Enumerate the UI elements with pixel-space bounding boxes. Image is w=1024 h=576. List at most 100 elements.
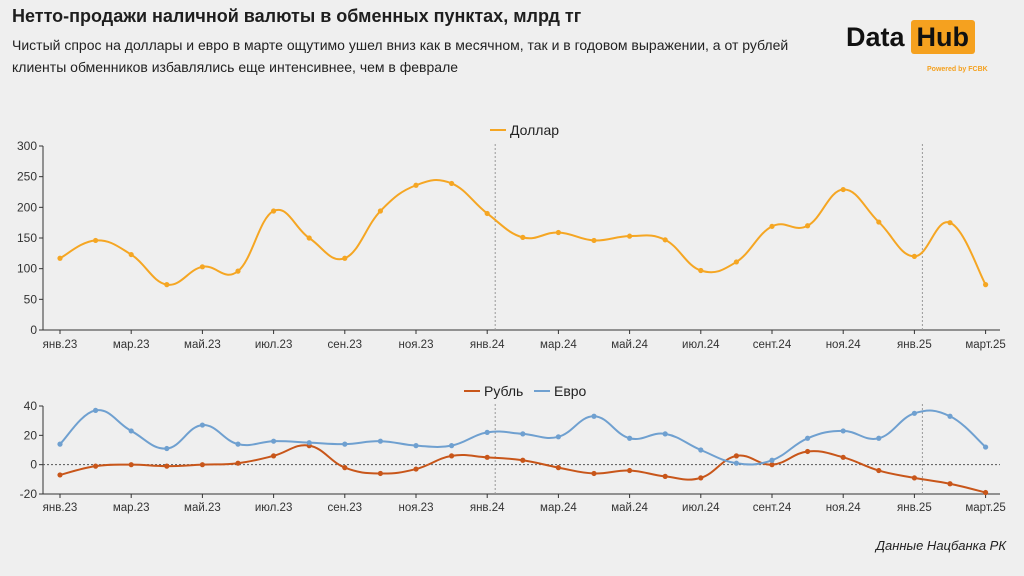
data-point: [769, 462, 775, 468]
data-point: [199, 422, 205, 428]
data-point: [377, 208, 383, 214]
data-point: [93, 407, 99, 413]
legend-label: Рубль: [484, 383, 523, 399]
data-point: [377, 438, 383, 444]
data-point: [662, 431, 668, 437]
series-line-Доллар: [59, 179, 987, 286]
data-point: [128, 251, 134, 258]
data-point: [662, 237, 668, 243]
data-point: [947, 220, 953, 226]
data-point: [840, 186, 846, 193]
data-point: [911, 253, 918, 259]
data-point: [306, 235, 312, 241]
data-point: [93, 463, 99, 469]
data-point: [520, 234, 526, 240]
series-line-Евро: [59, 409, 987, 466]
data-point: [911, 410, 918, 416]
series-line-Рубль: [59, 444, 986, 494]
data-point: [484, 210, 490, 217]
data-point: [733, 453, 740, 459]
data-point: [769, 457, 775, 463]
y-tick-label: 100: [17, 262, 37, 276]
data-point: [805, 223, 811, 229]
data-point: [840, 454, 846, 460]
data-point: [733, 259, 740, 265]
x-tick-label: сент.24: [753, 339, 792, 351]
data-point: [876, 467, 882, 474]
data-point: [769, 223, 775, 229]
y-tick-label: 200: [17, 200, 37, 214]
data-point: [627, 467, 633, 474]
x-tick-label: мар.23: [113, 339, 150, 351]
data-point: [876, 219, 882, 225]
data-point: [698, 447, 704, 453]
x-tick-label: янв.23: [43, 339, 78, 351]
y-tick-label: 40: [24, 399, 38, 413]
x-tick-label: сент.24: [753, 502, 792, 514]
x-tick-label: ноя.23: [399, 339, 434, 351]
data-point: [235, 268, 241, 274]
data-point: [271, 208, 277, 214]
x-tick-label: янв.24: [470, 339, 505, 351]
x-tick-label: март.25: [965, 502, 1005, 514]
data-point: [520, 457, 526, 463]
data-point: [449, 180, 455, 187]
y-tick-label: 50: [24, 292, 38, 306]
data-point: [805, 435, 811, 441]
data-point: [983, 282, 989, 288]
datahub-logo: Data Hub: [846, 20, 976, 54]
y-tick-label: 0: [30, 458, 37, 472]
data-point: [733, 460, 740, 466]
x-tick-label: июл.24: [682, 502, 720, 514]
data-point: [840, 428, 846, 434]
data-point: [57, 441, 63, 447]
chart-1: 0 50 100 150 200 250 300 янв.23 мар.23 май.23 июл.…: [17, 122, 1006, 351]
legend-label: Евро: [554, 383, 587, 399]
chart-2: -20 0 20 40 янв.23 мар.23 май.23 июл.23 сен.23 но…: [20, 383, 1006, 514]
x-tick-label: ноя.23: [399, 502, 434, 514]
data-point: [591, 413, 597, 419]
data-point: [911, 475, 918, 481]
data-point: [57, 255, 63, 261]
logo-text-data: Data: [846, 21, 905, 52]
data-point: [271, 453, 277, 459]
data-point: [342, 255, 348, 261]
logo-tagline: Powered by FCBK: [927, 66, 988, 73]
data-point: [484, 429, 490, 435]
y-tick-label: 0: [30, 323, 37, 337]
data-point: [235, 441, 241, 447]
data-point: [199, 462, 205, 468]
data-point: [805, 448, 811, 455]
data-point: [698, 267, 704, 274]
data-point: [876, 435, 882, 441]
data-point: [128, 462, 134, 468]
x-tick-label: март.25: [965, 339, 1005, 351]
x-tick-label: май.24: [611, 502, 648, 514]
logo-text-hub: Hub: [910, 20, 976, 54]
x-tick-label: янв.23: [43, 502, 78, 514]
data-point: [57, 472, 63, 478]
x-tick-label: май.23: [184, 502, 221, 514]
data-point: [128, 428, 134, 434]
data-point: [342, 441, 348, 447]
x-tick-label: сен.23: [328, 502, 362, 514]
data-point: [627, 233, 633, 239]
x-tick-label: май.24: [611, 339, 648, 351]
data-point: [983, 489, 989, 496]
data-point: [199, 264, 205, 270]
y-tick-label: -20: [20, 487, 38, 501]
y-tick-label: 150: [17, 231, 37, 245]
data-point: [306, 440, 312, 446]
x-tick-label: мар.24: [540, 339, 577, 351]
data-point: [698, 475, 704, 481]
data-point: [627, 435, 633, 441]
data-point: [449, 443, 455, 449]
data-point: [413, 466, 419, 472]
data-point: [93, 237, 99, 244]
y-tick-label: 20: [24, 428, 38, 442]
data-point: [555, 434, 562, 440]
data-point: [947, 413, 953, 419]
source-note: Данные Нацбанка РК: [875, 538, 1006, 553]
x-tick-label: сен.23: [328, 339, 362, 351]
